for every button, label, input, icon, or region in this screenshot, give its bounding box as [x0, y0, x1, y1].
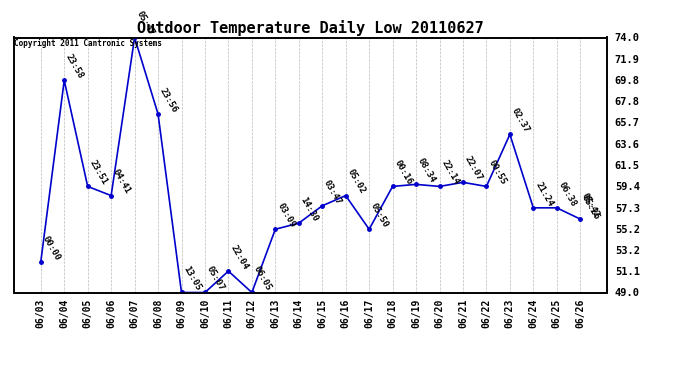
Text: 14:30: 14:30 [299, 195, 320, 223]
Text: 05:07: 05:07 [205, 265, 226, 292]
Text: 03:09: 03:09 [275, 201, 297, 229]
Text: 22:07: 22:07 [463, 154, 484, 182]
Text: 00:16: 00:16 [393, 159, 414, 186]
Text: 00:55: 00:55 [486, 159, 508, 186]
Text: 08:34: 08:34 [416, 157, 437, 184]
Text: 02:37: 02:37 [510, 106, 531, 134]
Text: 06:05: 06:05 [252, 265, 273, 292]
Text: 22:04: 22:04 [228, 243, 250, 271]
Text: 06:38: 06:38 [557, 180, 578, 208]
Text: Copyright 2011 Cantronic Systems: Copyright 2011 Cantronic Systems [14, 39, 162, 48]
Text: 05:47: 05:47 [135, 10, 156, 38]
Text: 21:24: 21:24 [533, 180, 555, 208]
Text: 23:58: 23:58 [64, 53, 86, 80]
Text: 05:02: 05:02 [346, 168, 367, 196]
Text: 22:14: 22:14 [440, 159, 461, 186]
Text: 23:56: 23:56 [158, 86, 179, 114]
Text: 05:26: 05:26 [580, 194, 602, 221]
Text: 23:51: 23:51 [88, 159, 109, 186]
Title: Outdoor Temperature Daily Low 20110627: Outdoor Temperature Daily Low 20110627 [137, 20, 484, 36]
Text: 05:42: 05:42 [580, 191, 602, 219]
Text: 13:05: 13:05 [181, 265, 203, 292]
Text: 00:00: 00:00 [41, 234, 62, 262]
Text: 04:41: 04:41 [111, 168, 132, 196]
Text: 03:47: 03:47 [322, 178, 344, 206]
Text: 05:50: 05:50 [369, 201, 391, 229]
